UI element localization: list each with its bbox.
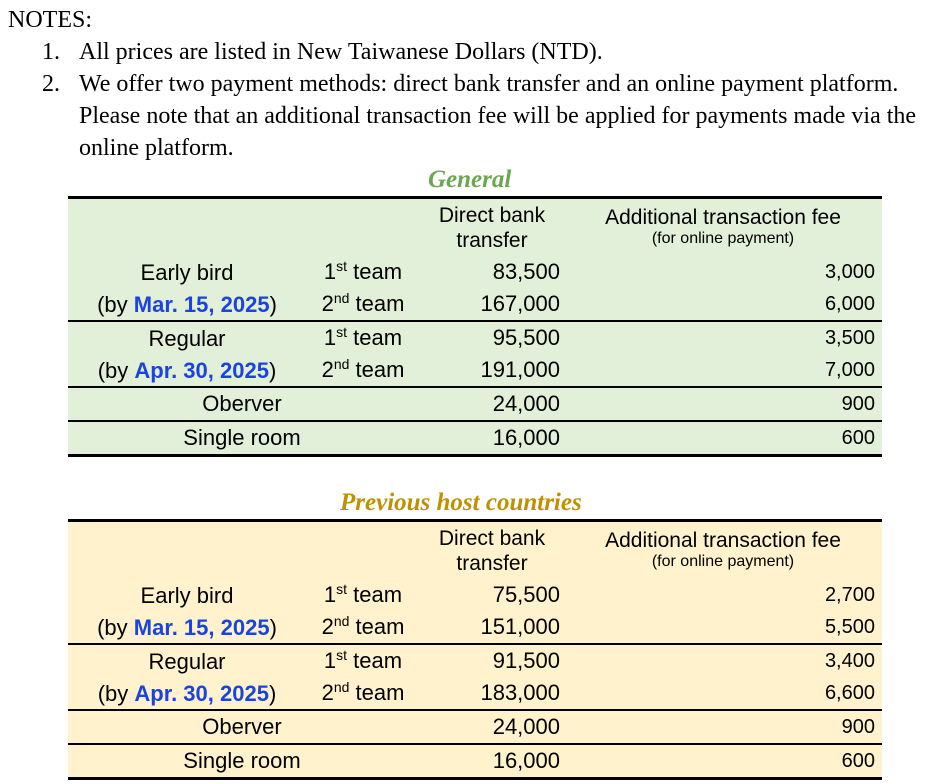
- note-text: All prices are listed in New Taiwanese D…: [79, 39, 603, 65]
- online-fee: 600: [841, 750, 875, 772]
- note-item: 1. All prices are listed in New Taiwanese…: [8, 36, 932, 68]
- single-room-label: Single room: [183, 748, 301, 773]
- observer-label: Oberver: [202, 391, 282, 416]
- team-label: 1st team: [323, 647, 403, 673]
- notes-section: NOTES: 1. All prices are listed in New Ta…: [8, 4, 932, 164]
- regular-label: Regular: [148, 326, 226, 351]
- table-rule: [68, 709, 882, 711]
- online-fee: 900: [841, 393, 875, 415]
- bank-price: 91,500: [492, 648, 560, 673]
- bank-price: 75,500: [492, 582, 560, 607]
- regular-group: Regular (by Apr. 30, 2025) 1st team 91,5…: [68, 645, 882, 709]
- team-label: 2nd team: [321, 679, 405, 705]
- observer-row: Oberver 24,000 900: [68, 388, 882, 420]
- bank-price: 95,500: [492, 325, 560, 350]
- bank-price: 16,000: [492, 748, 560, 773]
- table-rule: [68, 386, 882, 388]
- table-rule: [68, 643, 882, 645]
- online-fee: 2,700: [824, 584, 875, 606]
- single-room-row: Single room 16,000 600: [68, 745, 882, 777]
- note-text: We offer two payment methods: direct ban…: [79, 71, 917, 161]
- online-fee: 6,000: [824, 293, 875, 315]
- online-fee: 3,400: [824, 650, 875, 672]
- table-rule: [68, 196, 882, 199]
- single-room-label: Single room: [183, 425, 301, 450]
- note-item: 2. We offer two payment methods: direct b…: [8, 68, 932, 164]
- header-transaction-fee: Additional transaction fee (for online pa…: [605, 529, 841, 570]
- general-title: General: [428, 166, 512, 193]
- bank-price: 16,000: [492, 425, 560, 450]
- bank-price: 191,000: [480, 357, 560, 382]
- previous-host-price-table: Direct bank transfer Additional transacti…: [68, 519, 882, 780]
- online-fee: 600: [841, 427, 875, 449]
- general-price-table: Direct bank transfer Additional transacti…: [68, 196, 882, 457]
- table-rule: [68, 320, 882, 322]
- team-label: 2nd team: [321, 356, 405, 382]
- team-label: 1st team: [323, 581, 403, 607]
- team-label: 1st team: [323, 258, 403, 284]
- early-bird-label: Early bird: [140, 583, 234, 608]
- header-transaction-fee: Additional transaction fee (for online pa…: [605, 206, 841, 247]
- bank-price: 83,500: [492, 259, 560, 284]
- online-fee: 900: [841, 716, 875, 738]
- early-bird-label: Early bird: [140, 260, 234, 285]
- table-rule: [68, 743, 882, 745]
- notes-list: 1. All prices are listed in New Taiwanese…: [8, 36, 932, 164]
- table-rule: [68, 519, 882, 522]
- online-fee: 7,000: [824, 359, 875, 381]
- previous-host-title: Previous host countries: [340, 489, 582, 516]
- bank-price: 167,000: [480, 291, 560, 316]
- regular-deadline: (by Apr. 30, 2025): [97, 358, 277, 383]
- team-label: 2nd team: [321, 290, 405, 316]
- regular-group: Regular (by Apr. 30, 2025) 1st team 95,5…: [68, 322, 882, 386]
- regular-label: Regular: [148, 649, 226, 674]
- bank-price: 24,000: [492, 714, 560, 739]
- notes-heading: NOTES:: [8, 7, 92, 33]
- single-room-row: Single room 16,000 600: [68, 422, 882, 454]
- regular-deadline: (by Apr. 30, 2025): [97, 681, 277, 706]
- early-bird-deadline: (by Mar. 15, 2025): [97, 292, 277, 317]
- bank-price: 183,000: [480, 680, 560, 705]
- online-fee: 3,000: [824, 261, 875, 283]
- note-number: 1.: [42, 39, 60, 65]
- early-bird-group: Early bird (by Mar. 15, 2025) 1st team 7…: [68, 579, 882, 643]
- table-rule: [68, 777, 882, 780]
- table-rule: [68, 454, 882, 457]
- observer-label: Oberver: [202, 714, 282, 739]
- header-bank-transfer: Direct bank transfer: [438, 527, 546, 575]
- early-bird-group: Early bird (by Mar. 15, 2025) 1st team 8…: [68, 256, 882, 320]
- online-fee: 5,500: [824, 616, 875, 638]
- bank-price: 24,000: [492, 391, 560, 416]
- header-bank-transfer: Direct bank transfer: [438, 204, 546, 252]
- online-fee: 6,600: [824, 682, 875, 704]
- table-header: Direct bank transfer Additional transacti…: [68, 522, 882, 579]
- table-header: Direct bank transfer Additional transacti…: [68, 199, 882, 256]
- team-label: 1st team: [323, 324, 403, 350]
- team-label: 2nd team: [321, 613, 405, 639]
- bank-price: 151,000: [480, 614, 560, 639]
- observer-row: Oberver 24,000 900: [68, 711, 882, 743]
- table-rule: [68, 420, 882, 422]
- note-number: 2.: [42, 71, 60, 97]
- online-fee: 3,500: [824, 327, 875, 349]
- early-bird-deadline: (by Mar. 15, 2025): [97, 615, 277, 640]
